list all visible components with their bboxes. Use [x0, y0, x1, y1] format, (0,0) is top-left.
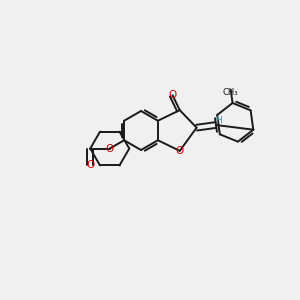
Text: O: O: [168, 90, 177, 100]
Text: CH₃: CH₃: [223, 88, 239, 97]
Text: O: O: [176, 146, 184, 156]
Text: O: O: [86, 160, 94, 170]
Text: H: H: [215, 116, 222, 125]
Text: O: O: [106, 143, 114, 154]
